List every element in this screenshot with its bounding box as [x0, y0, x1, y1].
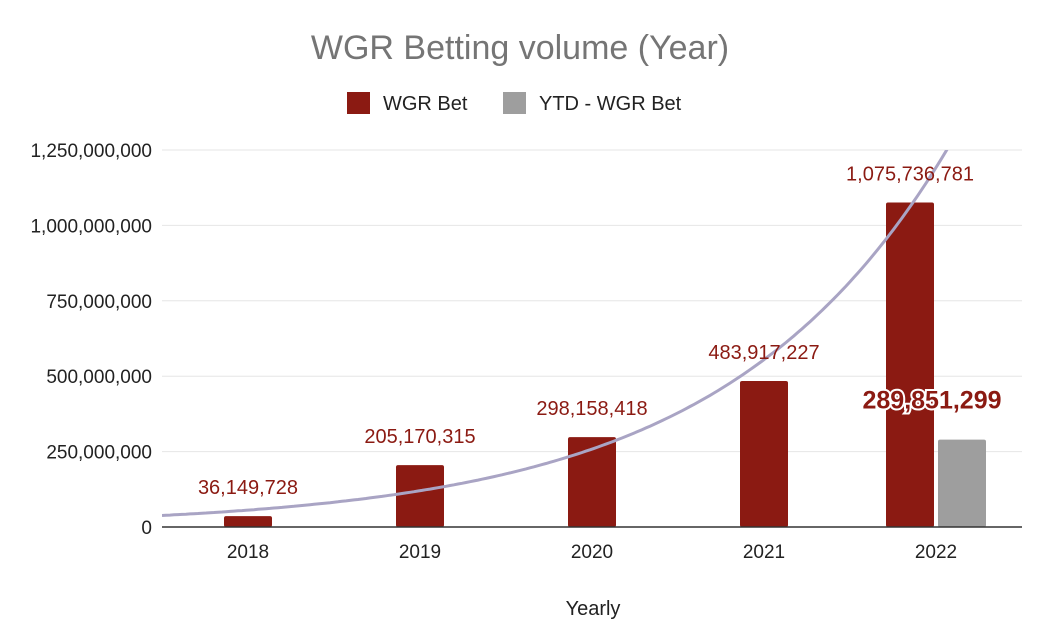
trendline — [162, 150, 949, 517]
data-label-ytd-wgr-bet: 289,851,299 — [862, 387, 1001, 415]
y-tick-label: 1,000,000,000 — [30, 216, 152, 237]
x-tick-label: 2021 — [743, 542, 785, 563]
y-tick-label: 250,000,000 — [46, 443, 152, 464]
bar-wgr-bet — [396, 465, 444, 527]
data-label-wgr-bet: 36,149,728 — [198, 477, 298, 499]
legend: WGR Bet YTD - WGR Bet — [347, 92, 682, 115]
data-label-wgr-bet: 1,075,736,781 — [846, 164, 974, 186]
bar-ytd-wgr-bet — [938, 439, 986, 527]
x-axis-ticks: 2018 2019 2020 2021 2022 — [227, 542, 957, 563]
data-labels: 36,149,728 205,170,315 298,158,418 483,917,… — [198, 164, 1004, 500]
data-label-wgr-bet: 205,170,315 — [364, 426, 475, 448]
y-tick-label: 1,250,000,000 — [30, 141, 152, 162]
gridlines — [162, 149, 1022, 453]
bars — [224, 202, 986, 527]
chart-title: WGR Betting volume (Year) — [311, 29, 729, 67]
data-label-wgr-bet: 483,917,227 — [708, 342, 819, 364]
legend-label-wgr-bet: WGR Bet — [383, 93, 468, 115]
bar-wgr-bet — [886, 202, 934, 527]
y-tick-label: 500,000,000 — [46, 367, 152, 388]
x-tick-label: 2020 — [571, 542, 613, 563]
bar-wgr-bet — [740, 381, 788, 527]
bar-wgr-bet — [568, 437, 616, 527]
trendline-exponential — [162, 150, 949, 517]
data-label-wgr-bet: 298,158,418 — [536, 398, 647, 420]
bar-wgr-bet — [224, 516, 272, 527]
legend-label-ytd-wgr-bet: YTD - WGR Bet — [539, 93, 682, 115]
x-tick-label: 2022 — [915, 542, 957, 563]
y-tick-label: 0 — [141, 518, 152, 539]
y-tick-label: 750,000,000 — [46, 292, 152, 313]
x-tick-label: 2019 — [399, 542, 441, 563]
y-axis-ticks: 0 250,000,000 500,000,000 750,000,000 1,000,… — [30, 141, 152, 539]
x-tick-label: 2018 — [227, 542, 269, 563]
legend-swatch-wgr-bet — [347, 92, 370, 114]
x-axis-title: Yearly — [566, 598, 621, 620]
legend-swatch-ytd-wgr-bet — [503, 92, 526, 114]
